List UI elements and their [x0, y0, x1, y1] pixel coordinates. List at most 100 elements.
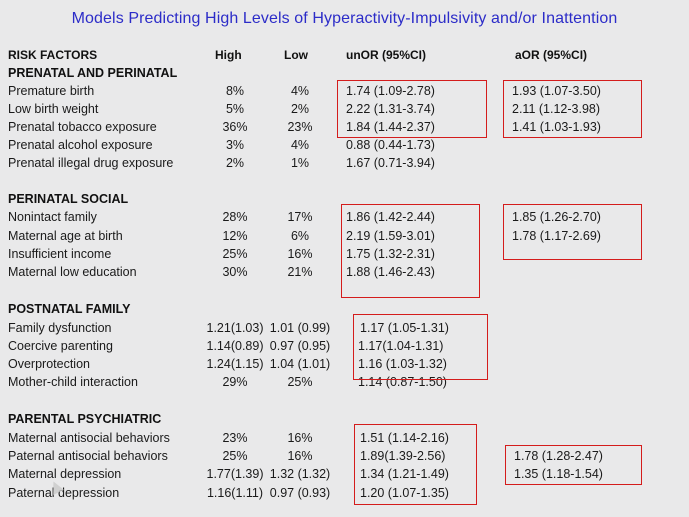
- aor-value: 1.35 (1.18-1.54): [514, 467, 603, 481]
- section-title: PRENATAL AND PERINATAL: [8, 66, 178, 80]
- unor-value: 1.34 (1.21-1.49): [360, 467, 449, 481]
- low-value: 0.97 (0.95): [269, 339, 331, 353]
- header-high: High: [215, 48, 242, 62]
- table-row: Mother-child interaction 29% 25% 1.14 (0…: [0, 375, 689, 393]
- table-row: Nonintact family 28% 17% 1.86 (1.42-2.44…: [0, 210, 689, 228]
- high-value: 1.24(1.15): [206, 357, 264, 371]
- risk-factor: Insufficient income: [8, 247, 112, 261]
- high-value: 1.21(1.03): [206, 321, 264, 335]
- high-value: 25%: [222, 247, 248, 261]
- low-value: 17%: [287, 210, 313, 224]
- section-title: POSTNATAL FAMILY: [8, 302, 131, 316]
- unor-value: 1.84 (1.44-2.37): [346, 120, 435, 134]
- section-title: PARENTAL PSYCHIATRIC: [8, 412, 162, 426]
- risk-factor: Maternal age at birth: [8, 229, 123, 243]
- high-value: 8%: [225, 84, 245, 98]
- highlight-box: [354, 424, 477, 505]
- highlight-box: [337, 80, 487, 138]
- risk-factor: Paternal antisocial behaviors: [8, 449, 168, 463]
- risk-factor: Nonintact family: [8, 210, 97, 224]
- unor-value: 1.75 (1.32-2.31): [346, 247, 435, 261]
- unor-value: 1.88 (1.46-2.43): [346, 265, 435, 279]
- aor-value: 1.78 (1.17-2.69): [512, 229, 601, 243]
- risk-factor: Mother-child interaction: [8, 375, 138, 389]
- table-row: Overprotection 1.24(1.15) 1.04 (1.01) 1.…: [0, 357, 689, 375]
- header-aor: aOR (95%CI): [515, 48, 588, 62]
- low-value: 1%: [290, 156, 310, 170]
- high-value: 1.14(0.89): [206, 339, 264, 353]
- aor-value: 1.93 (1.07-3.50): [512, 84, 601, 98]
- unor-value: 2.22 (1.31-3.74): [346, 102, 435, 116]
- aor-value: 1.41 (1.03-1.93): [512, 120, 601, 134]
- low-value: 21%: [287, 265, 313, 279]
- table-row: Coercive parenting 1.14(0.89) 0.97 (0.95…: [0, 339, 689, 357]
- unor-value: 1.67 (0.71-3.94): [346, 156, 435, 170]
- low-value: 1.32 (1.32): [269, 467, 331, 481]
- header-risk-factors: RISK FACTORS: [8, 48, 98, 62]
- highlight-box: [341, 204, 480, 298]
- risk-factor: Overprotection: [8, 357, 90, 371]
- header-low: Low: [284, 48, 308, 62]
- header-unor: unOR (95%CI): [346, 48, 427, 62]
- low-value: 2%: [290, 102, 310, 116]
- slide-title: Models Predicting High Levels of Hyperac…: [71, 10, 618, 27]
- aor-value: 2.11 (1.12-3.98): [512, 102, 601, 116]
- risk-factor: Paternal depression: [8, 486, 120, 500]
- risk-factor: Family dysfunction: [8, 321, 112, 335]
- table-row: Paternal antisocial behaviors 25% 16% 1.…: [0, 449, 689, 467]
- highlight-box: [353, 314, 488, 380]
- high-value: 1.16(1.11): [206, 486, 264, 500]
- unor-value: 1.86 (1.42-2.44): [346, 210, 435, 224]
- unor-value: 1.16 (1.03-1.32): [358, 357, 447, 371]
- highlight-box: [503, 80, 642, 138]
- aor-value: 1.78 (1.28-2.47): [514, 449, 603, 463]
- low-value: 6%: [290, 229, 310, 243]
- table-row: Prenatal illegal drug exposure 2% 1% 1.6…: [0, 156, 689, 174]
- unor-value: 1.14 (0.87-1.50): [358, 375, 447, 389]
- unor-value: 2.19 (1.59-3.01): [346, 229, 435, 243]
- table-row: Family dysfunction 1.21(1.03) 1.01 (0.99…: [0, 321, 689, 339]
- high-value: 25%: [222, 449, 248, 463]
- aor-value: 1.85 (1.26-2.70): [512, 210, 601, 224]
- high-value: 36%: [222, 120, 248, 134]
- risk-factor: Prenatal tobacco exposure: [8, 120, 157, 134]
- low-value: 16%: [287, 449, 313, 463]
- table-row: Maternal antisocial behaviors 23% 16% 1.…: [0, 431, 689, 449]
- high-value: 1.77(1.39): [206, 467, 264, 481]
- unor-value: 1.17(1.04-1.31): [358, 339, 444, 353]
- table-row: Paternal depression 1.16(1.11) 0.97 (0.9…: [0, 486, 689, 504]
- table-row: Prenatal tobacco exposure 36% 23% 1.84 (…: [0, 120, 689, 138]
- low-value: 23%: [287, 120, 313, 134]
- table-row: Maternal depression 1.77(1.39) 1.32 (1.3…: [0, 467, 689, 485]
- low-value: 25%: [287, 375, 313, 389]
- risk-factor: Premature birth: [8, 84, 95, 98]
- risk-factor: Maternal depression: [8, 467, 122, 481]
- high-value: 2%: [225, 156, 245, 170]
- high-value: 23%: [222, 431, 248, 445]
- high-value: 29%: [222, 375, 248, 389]
- highlight-box: [503, 204, 642, 260]
- risk-factor: Maternal low education: [8, 265, 137, 279]
- unor-value: 1.20 (1.07-1.35): [360, 486, 449, 500]
- low-value: 16%: [287, 247, 313, 261]
- unor-value: 1.89(1.39-2.56): [360, 449, 446, 463]
- risk-factor: Prenatal illegal drug exposure: [8, 156, 174, 170]
- low-value: 1.04 (1.01): [269, 357, 331, 371]
- table-row: Maternal age at birth 12% 6% 2.19 (1.59-…: [0, 229, 689, 247]
- high-value: 3%: [225, 138, 245, 152]
- risk-factor: Low birth weight: [8, 102, 99, 116]
- low-value: 0.97 (0.93): [269, 486, 331, 500]
- risk-factor: Prenatal alcohol exposure: [8, 138, 153, 152]
- table-row: Prenatal alcohol exposure 3% 4% 0.88 (0.…: [0, 138, 689, 156]
- high-value: 5%: [225, 102, 245, 116]
- table-row: Low birth weight 5% 2% 2.22 (1.31-3.74) …: [0, 102, 689, 120]
- section-title: PERINATAL SOCIAL: [8, 192, 129, 206]
- unor-value: 0.88 (0.44-1.73): [346, 138, 435, 152]
- unor-value: 1.17 (1.05-1.31): [360, 321, 449, 335]
- high-value: 12%: [222, 229, 248, 243]
- risk-factor: Coercive parenting: [8, 339, 113, 353]
- table-row: Insufficient income 25% 16% 1.75 (1.32-2…: [0, 247, 689, 265]
- low-value: 16%: [287, 431, 313, 445]
- high-value: 28%: [222, 210, 248, 224]
